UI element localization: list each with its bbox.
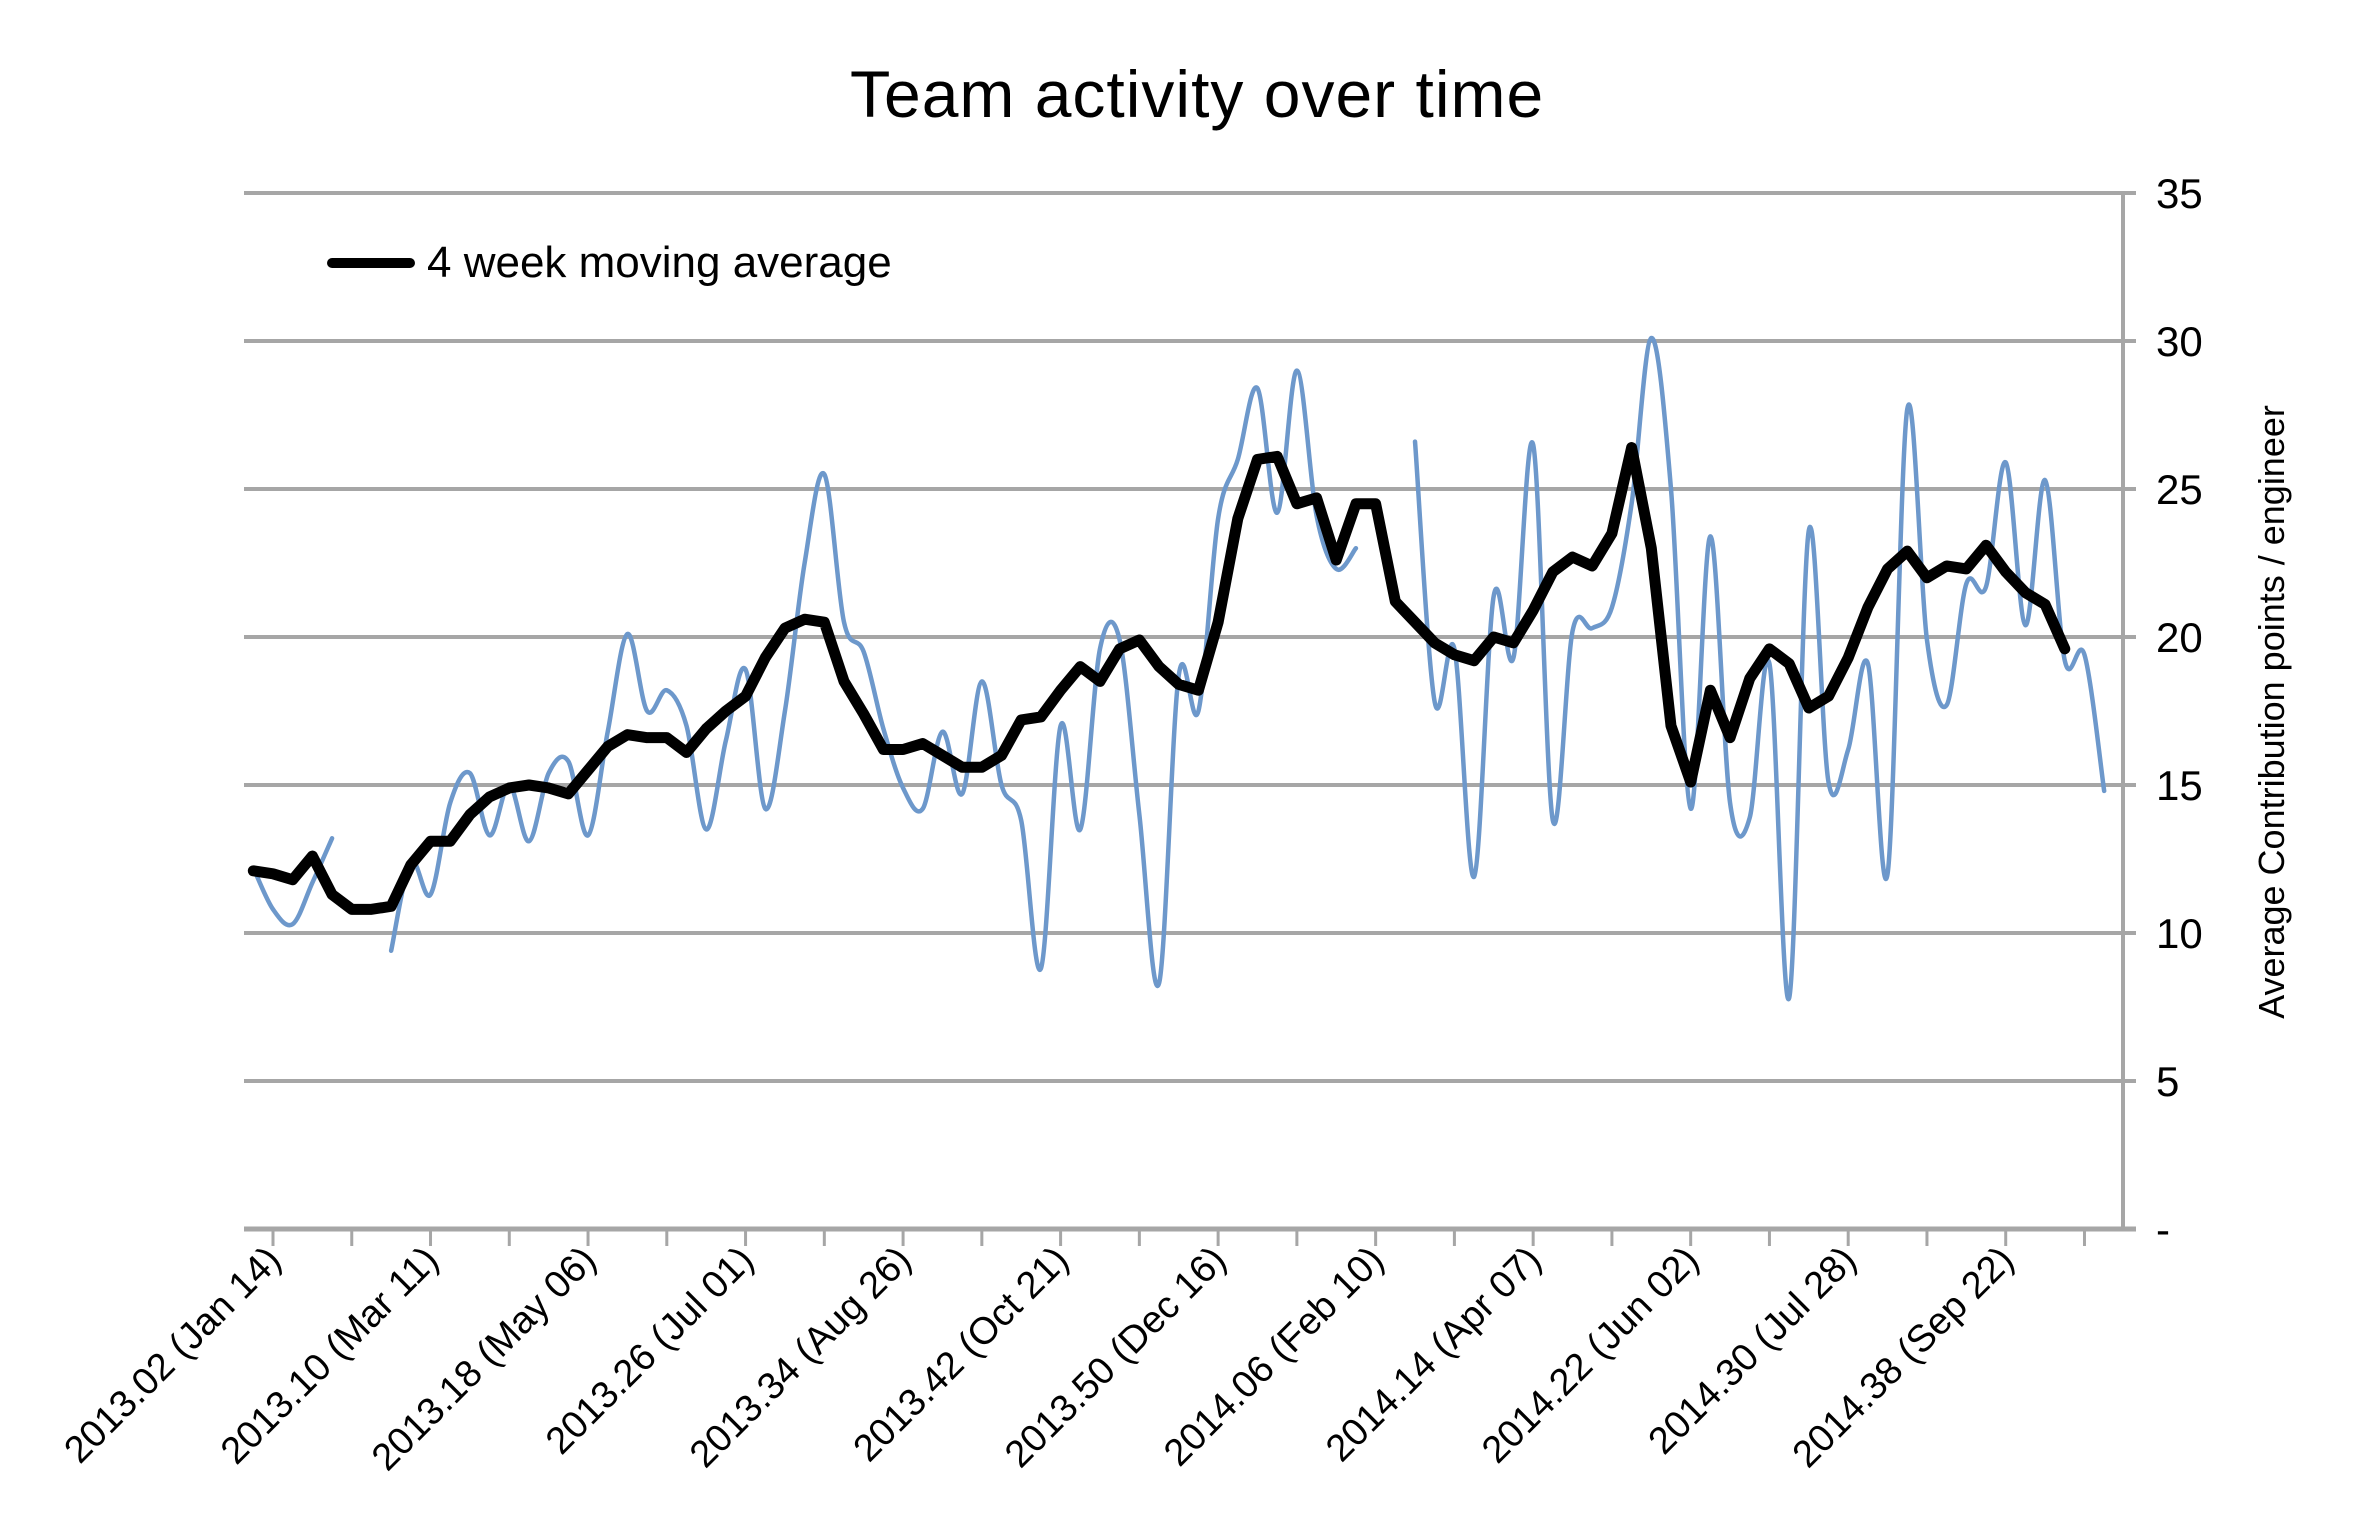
y-tick-label: 30 [2156, 318, 2203, 365]
y-tick-label: 15 [2156, 762, 2203, 809]
series-weekly-line [1412, 335, 2107, 1002]
legend: 4 week moving average [327, 238, 892, 287]
y-tick-label: 35 [2156, 170, 2203, 217]
y-tick-label: 25 [2156, 466, 2203, 513]
y-tick-label: 5 [2156, 1058, 2179, 1105]
series-weekly-line [388, 368, 1359, 989]
y-tick-label: 10 [2156, 910, 2203, 957]
chart-title: Team activity over time [850, 57, 1545, 131]
y-tick-label: 20 [2156, 614, 2203, 661]
y-axis-title: Average Contribution points / engineer [2251, 405, 2292, 1019]
legend-label: 4 week moving average [427, 238, 892, 287]
y-tick-label: - [2156, 1206, 2170, 1253]
legend-line-swatch [327, 258, 415, 268]
series-moving-average-line [247, 442, 2071, 915]
